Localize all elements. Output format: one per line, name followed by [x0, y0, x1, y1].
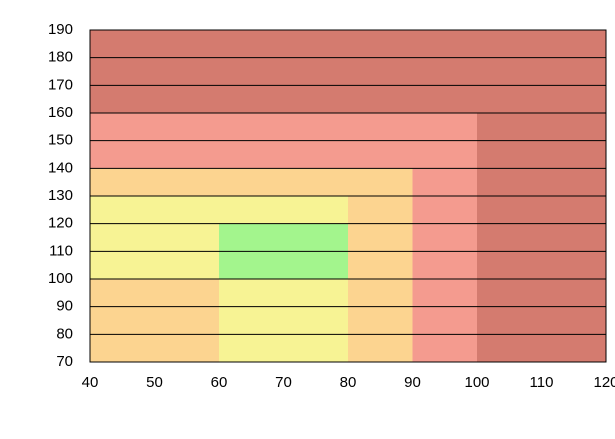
region — [219, 279, 348, 362]
y-tick-label: 100 — [48, 270, 73, 287]
y-tick-label: 180 — [48, 49, 73, 66]
x-tick-label: 120 — [593, 374, 615, 391]
y-tick-label: 110 — [49, 242, 73, 259]
x-tick-label: 60 — [211, 374, 228, 391]
x-tick-label: 50 — [146, 374, 163, 391]
x-tick-label: 70 — [275, 374, 292, 391]
x-tick-label: 100 — [464, 374, 489, 391]
y-tick-label: 190 — [48, 21, 73, 38]
y-tick-label: 120 — [48, 215, 73, 232]
y-tick-label: 90 — [56, 298, 73, 315]
y-tick-label: 80 — [56, 325, 73, 342]
y-tick-label: 170 — [48, 76, 73, 93]
y-tick-label: 140 — [48, 159, 73, 176]
x-tick-label: 80 — [340, 374, 357, 391]
y-tick-label: 70 — [56, 353, 73, 370]
x-tick-label: 110 — [530, 374, 554, 391]
x-tick-label: 40 — [82, 374, 99, 391]
x-tick-label: 90 — [404, 374, 421, 391]
y-tick-label: 160 — [48, 104, 73, 121]
y-tick-label: 130 — [48, 187, 73, 204]
plot-border — [89, 29, 607, 363]
y-tick-label: 150 — [48, 132, 73, 149]
